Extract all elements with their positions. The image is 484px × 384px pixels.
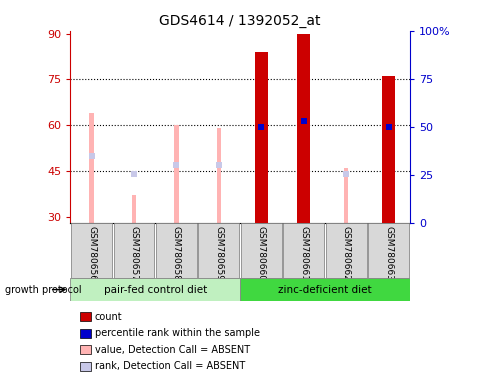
Bar [113, 223, 154, 278]
Bar [156, 223, 197, 278]
Text: pair-fed control diet: pair-fed control diet [104, 285, 206, 295]
Bar [71, 223, 112, 278]
Text: growth protocol: growth protocol [5, 285, 81, 295]
Bar [198, 223, 239, 278]
Text: value, Detection Call = ABSENT: value, Detection Call = ABSENT [94, 345, 249, 355]
Bar [381, 76, 394, 223]
Text: GSM780662: GSM780662 [341, 225, 350, 280]
Bar [89, 113, 93, 223]
Text: GSM780661: GSM780661 [299, 225, 308, 280]
Text: GSM780659: GSM780659 [214, 225, 223, 280]
Text: percentile rank within the sample: percentile rank within the sample [94, 328, 259, 338]
Text: count: count [94, 312, 122, 322]
Bar [216, 128, 221, 223]
Bar [297, 34, 309, 223]
Bar [174, 125, 178, 223]
Bar [132, 195, 136, 223]
Bar [343, 168, 348, 223]
Text: rank, Detection Call = ABSENT: rank, Detection Call = ABSENT [94, 361, 244, 371]
Text: GSM780658: GSM780658 [171, 225, 181, 280]
Bar [325, 223, 366, 278]
Bar [367, 223, 408, 278]
Bar [241, 223, 281, 278]
Bar [283, 223, 323, 278]
Bar [70, 278, 240, 301]
Text: GSM780657: GSM780657 [129, 225, 138, 280]
Bar [240, 278, 409, 301]
Text: GSM780656: GSM780656 [87, 225, 96, 280]
Text: zinc-deficient diet: zinc-deficient diet [277, 285, 371, 295]
Bar [255, 52, 267, 223]
Title: GDS4614 / 1392052_at: GDS4614 / 1392052_at [159, 14, 320, 28]
Text: GSM780663: GSM780663 [383, 225, 393, 280]
Text: GSM780660: GSM780660 [256, 225, 265, 280]
